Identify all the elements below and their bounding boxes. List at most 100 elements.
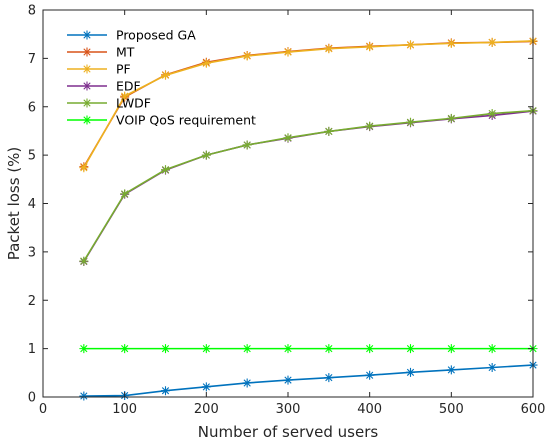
series-0: [79, 360, 538, 401]
data-point-s5-4: [242, 344, 252, 354]
plot-area: [79, 36, 538, 401]
data-point-s0-6-shape: [324, 373, 334, 383]
legend-entry-0: Proposed GA: [67, 28, 196, 43]
legend-marker-1-shape: [82, 47, 92, 57]
data-point-s0-7: [365, 370, 375, 380]
data-point-s5-8-shape: [406, 344, 415, 354]
data-point-s5-7-shape: [365, 344, 375, 354]
data-point-s0-4: [242, 378, 252, 388]
data-point-s5-9-shape: [446, 344, 456, 354]
data-point-s5-0: [79, 344, 89, 354]
data-point-s4-1: [120, 189, 130, 199]
data-point-s2-7-shape: [365, 42, 375, 52]
legend-label-2: PF: [116, 62, 131, 77]
data-point-s4-8: [406, 117, 415, 127]
data-point-s0-3-shape: [201, 382, 211, 392]
legend: Proposed GA MT PF EDF LWDF VOIP QoS requireme…: [67, 28, 256, 128]
series-line-2: [83, 40, 534, 169]
y-tick-label-3: 3: [28, 245, 36, 260]
data-point-s4-0-shape: [79, 256, 89, 266]
data-point-s2-3: [201, 58, 211, 68]
data-point-s4-3: [201, 150, 211, 160]
data-point-s5-3: [201, 344, 211, 354]
legend-label-5: VOIP QoS requirement: [116, 113, 256, 128]
legend-label-3: EDF: [116, 79, 141, 94]
data-point-s0-10: [487, 362, 497, 372]
data-point-s0-2-shape: [161, 386, 170, 396]
data-point-s0-5-shape: [283, 375, 293, 385]
data-point-s5-2-shape: [161, 344, 170, 354]
legend-marker-2: [82, 64, 92, 74]
data-point-s2-5-shape: [283, 47, 293, 57]
y-tick-label-4: 4: [28, 197, 36, 212]
y-tick-label-5: 5: [28, 149, 36, 164]
y-tick-label-0: 0: [28, 391, 36, 406]
data-point-s4-4-shape: [242, 140, 252, 150]
data-point-s4-10: [487, 109, 497, 119]
data-point-s2-0: [79, 163, 89, 173]
y-axis-title: Packet loss (%): [5, 147, 23, 261]
data-point-s0-5: [283, 375, 293, 385]
data-point-s0-9-shape: [446, 365, 456, 375]
legend-marker-5: [82, 115, 92, 125]
data-point-s4-7: [365, 121, 375, 131]
data-point-s2-8: [406, 40, 415, 50]
y-tick-label-6: 6: [28, 100, 36, 115]
data-point-s2-1-shape: [120, 91, 130, 101]
x-axis-title: Number of served users: [198, 423, 379, 441]
data-point-s2-9-shape: [446, 38, 456, 48]
data-point-s0-3: [201, 382, 211, 392]
data-point-s2-5: [283, 47, 293, 57]
data-point-s2-9: [446, 38, 456, 48]
legend-marker-1: [82, 47, 92, 57]
data-point-s0-6: [324, 373, 334, 383]
data-point-s5-3-shape: [201, 344, 211, 354]
data-point-s4-7-shape: [365, 121, 375, 131]
data-point-s4-2-shape: [161, 165, 170, 175]
data-point-s5-2: [161, 344, 170, 354]
data-point-s5-5-shape: [283, 344, 293, 354]
x-tick-label-5: 500: [439, 402, 464, 417]
data-point-s2-4: [242, 51, 252, 61]
data-point-s5-0-shape: [79, 344, 89, 354]
data-point-s2-2-shape: [161, 70, 170, 80]
data-point-s4-10-shape: [487, 109, 497, 119]
legend-label-4: LWDF: [116, 96, 151, 111]
x-tick-label-3: 300: [276, 402, 301, 417]
data-point-s5-9: [446, 344, 456, 354]
data-point-s0-10-shape: [487, 362, 497, 372]
data-point-s2-4-shape: [242, 51, 252, 61]
data-point-s4-6: [324, 126, 334, 136]
legend-entry-1: MT: [67, 45, 135, 60]
data-point-s2-1: [120, 91, 130, 101]
data-point-s5-4-shape: [242, 344, 252, 354]
legend-marker-3-shape: [82, 81, 92, 91]
legend-label-1: MT: [116, 45, 135, 60]
data-point-s2-2: [161, 70, 170, 80]
data-point-s0-0: [79, 391, 89, 401]
legend-marker-3: [82, 81, 92, 91]
data-point-s4-8-shape: [406, 117, 415, 127]
series-line-4: [83, 109, 534, 262]
data-point-s0-7-shape: [365, 370, 375, 380]
data-point-s0-4-shape: [242, 378, 252, 388]
legend-entry-2: PF: [67, 62, 131, 77]
data-point-s0-2: [161, 386, 170, 396]
y-tick-label-2: 2: [28, 294, 36, 309]
legend-marker-5-shape: [82, 115, 92, 125]
data-point-s4-5: [283, 133, 293, 143]
data-point-s4-9-shape: [446, 113, 456, 123]
data-point-s2-6-shape: [324, 44, 334, 54]
data-point-s5-1: [120, 344, 130, 354]
data-point-s0-8: [406, 367, 415, 377]
data-point-s0-9: [446, 365, 456, 375]
axes: 0 100 200 300 400 500 600 0 1 2 3 4 5 6 7 8: [28, 4, 546, 418]
data-point-s2-10-shape: [487, 37, 497, 47]
legend-entry-3: EDF: [67, 79, 141, 94]
legend-marker-4-shape: [82, 98, 92, 108]
data-point-s0-0-shape: [79, 391, 89, 401]
x-tick-label-1: 100: [112, 402, 137, 417]
series-5: [79, 344, 538, 354]
data-point-s5-5: [283, 344, 293, 354]
